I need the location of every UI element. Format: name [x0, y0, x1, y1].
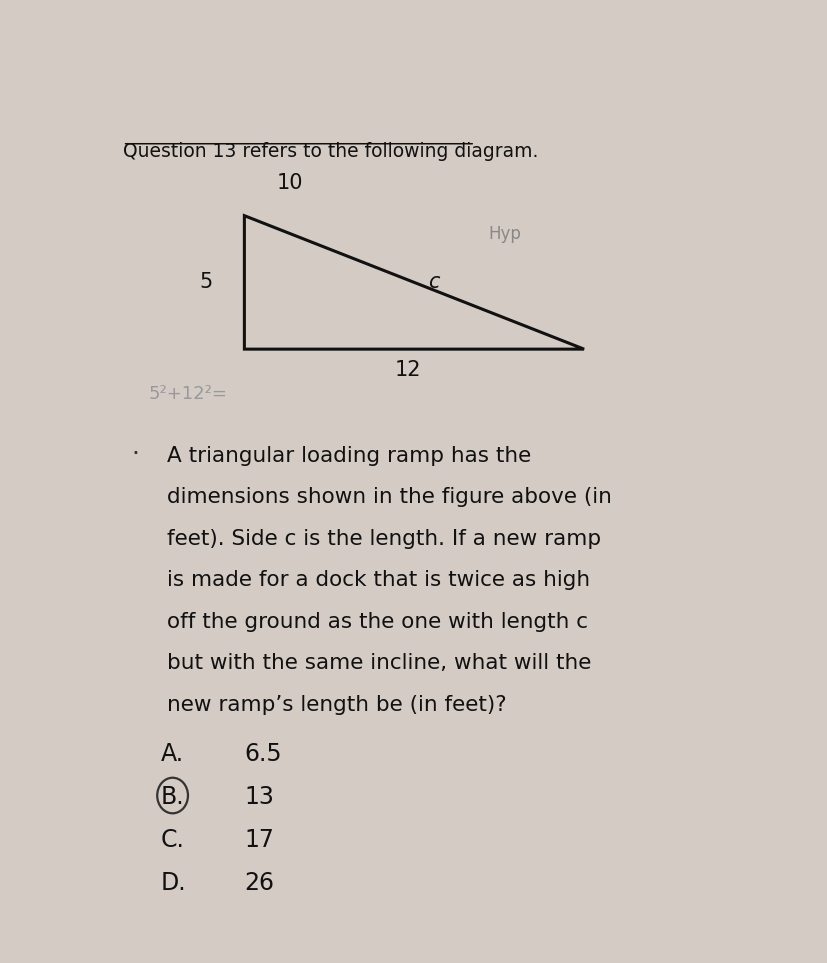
- Text: A.: A.: [161, 742, 184, 767]
- Text: new ramp’s length be (in feet)?: new ramp’s length be (in feet)?: [167, 694, 507, 715]
- Text: but with the same incline, what will the: but with the same incline, what will the: [167, 653, 592, 673]
- Text: ·: ·: [131, 442, 140, 466]
- Text: A triangular loading ramp has the: A triangular loading ramp has the: [167, 446, 532, 465]
- Text: 10: 10: [276, 173, 303, 194]
- Text: Question 13 refers to the following diagram.: Question 13 refers to the following diag…: [122, 142, 538, 161]
- Text: 26: 26: [245, 872, 275, 896]
- Text: dimensions shown in the figure above (in: dimensions shown in the figure above (in: [167, 487, 612, 508]
- Text: C.: C.: [161, 828, 185, 852]
- Text: 6.5: 6.5: [245, 742, 282, 767]
- Text: 17: 17: [245, 828, 275, 852]
- Text: off the ground as the one with length c: off the ground as the one with length c: [167, 612, 589, 632]
- Text: B.: B.: [161, 785, 184, 809]
- Text: 13: 13: [245, 785, 275, 809]
- Text: is made for a dock that is twice as high: is made for a dock that is twice as high: [167, 570, 590, 590]
- Text: Hyp: Hyp: [488, 225, 521, 244]
- Text: 12: 12: [394, 360, 421, 380]
- Text: 5²+12²=: 5²+12²=: [148, 384, 227, 403]
- Text: 5: 5: [199, 273, 213, 293]
- Text: c: c: [428, 273, 439, 293]
- Text: feet). Side c is the length. If a new ramp: feet). Side c is the length. If a new ra…: [167, 529, 601, 549]
- Text: D.: D.: [161, 872, 187, 896]
